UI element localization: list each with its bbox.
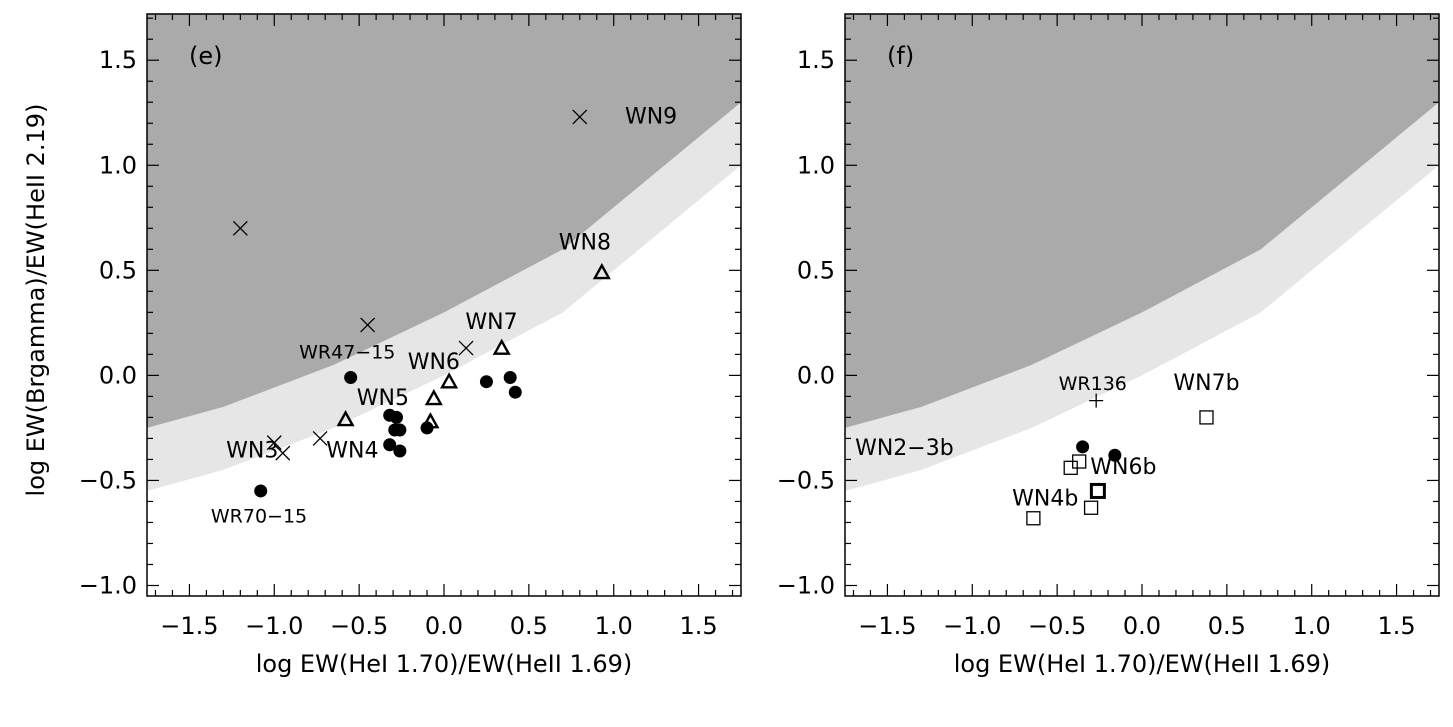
- y-axis-title: log EW(Brgamma)/EW(HeII 2.19): [22, 104, 50, 497]
- y-tick-label: −0.5: [777, 466, 835, 494]
- data-point-triangle: [336, 410, 355, 427]
- annotation-label: WN7: [465, 310, 517, 335]
- x-tick-label: −1.5: [858, 612, 916, 640]
- data-point-circle: [383, 438, 397, 452]
- data-point-plus: [1089, 393, 1104, 408]
- data-point-x: [266, 435, 282, 451]
- data-point-x: [312, 430, 328, 446]
- x-tick-label: 1.0: [1293, 612, 1331, 640]
- data-point-circle: [344, 370, 358, 384]
- panel-f: −1.5 −1.0 −0.5 0.0 0.5 1.0 1.5 −1.0 −0.5 0.0 0.5 1.…: [777, 13, 1440, 678]
- y-tick-label: −1.0: [777, 571, 835, 599]
- data-point-square-bold: [1089, 482, 1106, 499]
- y-tick-label: 1.5: [797, 46, 835, 74]
- x-tick-label: −1.5: [160, 612, 218, 640]
- dark-region: [147, 14, 741, 428]
- data-point-circle: [1108, 448, 1122, 462]
- y-tick-label: 0.5: [99, 256, 137, 284]
- data-point-circle: [393, 444, 407, 458]
- dark-region: [845, 14, 1439, 428]
- annotation-label: WN3: [226, 438, 278, 463]
- data-point-triangle: [492, 338, 511, 355]
- series-filled-circle: [254, 370, 522, 498]
- annotation-label: WN2−3b: [855, 436, 954, 461]
- annotation-label: WN4: [326, 438, 378, 463]
- panel-label: (f): [887, 42, 914, 70]
- y-tick-label: 0.5: [797, 256, 835, 284]
- x-tick-label: −0.5: [1028, 612, 1086, 640]
- series-square: [1026, 410, 1214, 526]
- ticks: [147, 14, 741, 596]
- annotation-label: WN7b: [1173, 371, 1239, 396]
- panel-e: −1.5 −1.0 −0.5 0.0 0.5 1.0 1.5 −1.0 −0.5 0.0 0.5 1.…: [22, 13, 742, 678]
- series-square-bold: [1089, 482, 1106, 499]
- data-point-square: [1072, 454, 1087, 469]
- x-tick-label: 0.5: [1208, 612, 1246, 640]
- annotation-label: WN8: [559, 230, 611, 255]
- panel-label: (e): [189, 42, 223, 70]
- data-point-circle: [393, 423, 407, 437]
- x-tick-label: 0.0: [425, 612, 463, 640]
- series-triangle: [336, 262, 611, 429]
- annotation-label: WN6b: [1090, 455, 1156, 480]
- annotation-label: WN9: [625, 104, 677, 129]
- ticks: [845, 14, 1439, 596]
- data-point-triangle: [592, 262, 611, 280]
- y-tick-label: 0.0: [797, 361, 835, 389]
- x-axis-title: log EW(HeI 1.70)/EW(HeII 1.69): [954, 650, 1331, 678]
- annotation-label: WN5: [357, 386, 409, 411]
- data-point-square: [1083, 500, 1099, 515]
- data-point-x: [572, 109, 588, 125]
- annotation-label: WR70−15: [211, 505, 307, 527]
- x-tick-label: −0.5: [330, 612, 388, 640]
- series-x: [232, 109, 588, 461]
- x-tick-label: −1.0: [245, 612, 303, 640]
- data-point-triangle: [424, 389, 443, 406]
- y-tick-label: −1.0: [79, 571, 137, 599]
- data-point-x: [458, 340, 474, 356]
- x-axis-title: log EW(HeI 1.70)/EW(HeII 1.69): [256, 650, 633, 678]
- data-point-x: [360, 317, 376, 333]
- x-tick-label: 0.0: [1123, 612, 1161, 640]
- y-tick-label: 1.0: [99, 151, 137, 179]
- y-tick-label: 1.5: [99, 46, 137, 74]
- data-point-circle: [254, 484, 268, 498]
- annotation-label: WN6: [408, 350, 460, 375]
- annotation-label: WR136: [1059, 373, 1127, 395]
- x-tick-label: 1.5: [1377, 612, 1415, 640]
- data-point-circle: [1076, 440, 1090, 454]
- data-point-circle: [503, 370, 517, 384]
- y-tick-label: 0.0: [99, 361, 137, 389]
- data-point-square: [1199, 410, 1214, 425]
- y-tick-label: −0.5: [79, 466, 137, 494]
- x-tick-label: −1.0: [943, 612, 1001, 640]
- x-tick-label: 0.5: [510, 612, 548, 640]
- data-point-circle: [508, 385, 522, 399]
- data-point-square: [1026, 511, 1041, 526]
- data-point-x: [275, 445, 291, 461]
- series-plus: [1089, 393, 1104, 408]
- data-point-circle: [420, 421, 434, 435]
- x-tick-label: 1.5: [679, 612, 717, 640]
- data-point-triangle: [440, 372, 459, 389]
- series-filled-circle: [1076, 440, 1122, 462]
- x-tick-label: 1.0: [595, 612, 633, 640]
- annotation-label: WN4b: [1012, 487, 1078, 512]
- data-point-circle: [479, 375, 493, 389]
- data-point-circle: [389, 410, 403, 424]
- data-point-x: [232, 220, 248, 236]
- y-tick-label: 1.0: [797, 151, 835, 179]
- annotation-label: WR47−15: [299, 342, 395, 364]
